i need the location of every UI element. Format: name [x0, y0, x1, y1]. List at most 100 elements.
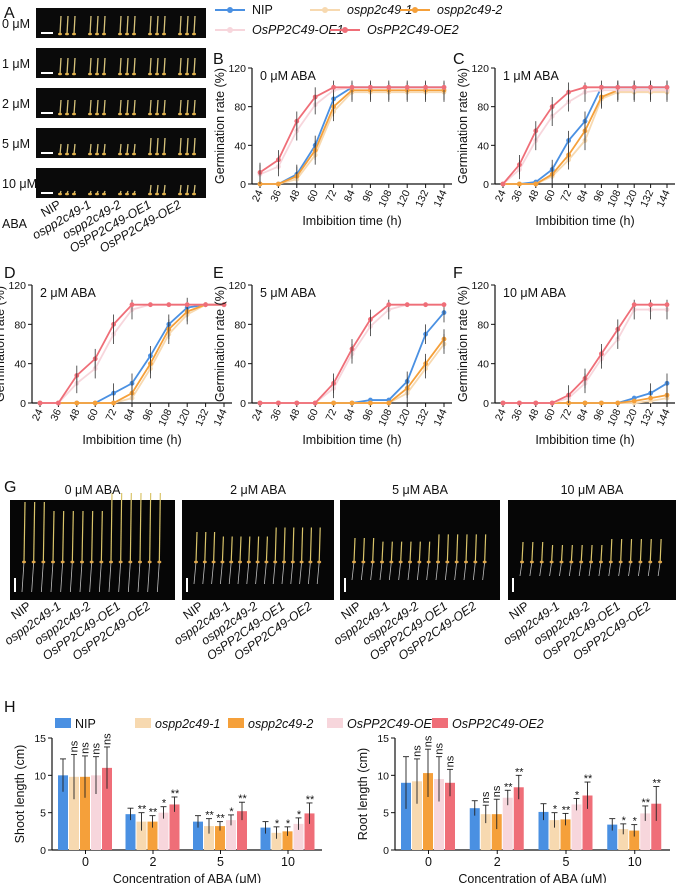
category-label: 10 [628, 855, 642, 869]
shoot [446, 534, 449, 563]
bar-ospp2c49-1 [412, 781, 422, 850]
data-point-OsPP2C49-OE2 [37, 400, 43, 406]
x-tick-label: 108 [605, 188, 623, 209]
root [472, 561, 476, 581]
panel-letter-c: C [453, 51, 465, 68]
seed [132, 72, 136, 76]
bar-OsPP2C49-OE2 [304, 813, 315, 850]
y-axis-label: Germination rate (%) [213, 68, 227, 184]
x-tick-label: 48 [526, 407, 542, 423]
legend-marker-4 [342, 27, 348, 33]
seed [65, 152, 69, 156]
root [618, 561, 622, 577]
root [360, 561, 364, 581]
bar-ospp2c49-2 [560, 819, 571, 850]
seedling [133, 143, 136, 155]
seed [65, 72, 69, 76]
seed [192, 192, 196, 196]
seed [148, 32, 152, 36]
significance-label: ** [562, 804, 571, 816]
x-tick-label: 48 [287, 407, 303, 423]
shoot [274, 527, 277, 563]
panel-letter-a: A [4, 5, 15, 22]
seed [417, 560, 422, 564]
seedling [103, 15, 106, 35]
root [79, 561, 83, 593]
shoot [158, 492, 161, 563]
significance-label: ns [91, 743, 103, 755]
data-point-OsPP2C49-OE2 [582, 84, 588, 90]
shoot [570, 544, 573, 563]
root [529, 561, 533, 577]
data-point-OsPP2C49-OE2 [349, 84, 355, 90]
seed [380, 560, 384, 564]
seed [102, 32, 106, 36]
data-point-OsPP2C49-OE2 [599, 84, 604, 90]
x-axis-label: Imbibition time (h) [302, 433, 401, 447]
y-tick-label: 120 [228, 63, 246, 75]
root [549, 561, 552, 577]
root [407, 561, 411, 581]
seedling [149, 137, 152, 155]
bar-ospp2c49-1 [69, 776, 79, 850]
h-legend-swatch-2 [228, 718, 244, 728]
seedling [59, 15, 62, 35]
x-tick-label: 72 [559, 188, 575, 204]
seedling [193, 137, 196, 155]
seed [162, 32, 166, 36]
shoot [400, 541, 403, 563]
significance-label: ns [412, 745, 424, 757]
data-point-ospp2c49-2 [615, 400, 621, 406]
y-axis-label: Germination rate (%) [0, 286, 7, 402]
significance-label: ** [504, 781, 513, 793]
seedling [186, 137, 189, 155]
y-tick-label: 0 [40, 845, 46, 857]
seed [132, 112, 136, 116]
seedling [96, 99, 99, 115]
significance-label: * [297, 809, 302, 821]
x-axis-label: Imbibition time (h) [535, 433, 634, 447]
seed [102, 72, 106, 76]
seed [194, 560, 198, 564]
root [351, 561, 355, 581]
seed [41, 560, 46, 564]
data-point-OsPP2C49-OE2 [549, 400, 555, 406]
data-point-ospp2c49-2 [276, 181, 281, 187]
y-tick-label: 40 [234, 359, 246, 371]
bar-ospp2c49-2 [215, 826, 225, 850]
seedling [193, 15, 196, 35]
seedling-photo-0 [10, 492, 175, 600]
data-point-ospp2c49-2 [92, 400, 98, 406]
shoot [292, 527, 295, 563]
root [98, 561, 102, 593]
seed [185, 72, 189, 76]
root [147, 561, 151, 593]
seed [454, 560, 459, 564]
x-tick-label: 72 [559, 407, 575, 423]
category-label: 5 [563, 855, 570, 869]
shoot [239, 536, 242, 563]
shoot [541, 541, 544, 563]
x-tick-label: 120 [622, 407, 640, 428]
h-legend-label-4: OsPP2C49-OE2 [452, 717, 544, 731]
y-axis-label: Shoot length (cm) [13, 745, 27, 844]
x-axis-label: Imbibition time (h) [82, 433, 181, 447]
photo-title-0: 0 μM ABA [65, 483, 121, 497]
seedling [133, 57, 136, 75]
shoot [649, 538, 652, 563]
significance-label: ** [641, 797, 650, 809]
seed [352, 560, 356, 564]
seed [638, 560, 643, 564]
y-tick-label: 0 [483, 398, 489, 410]
seedling [163, 57, 166, 75]
seed [88, 112, 92, 116]
seed [89, 560, 94, 564]
root [60, 561, 64, 593]
bar-NIP [401, 782, 411, 850]
data-point-OsPP2C49-OE2 [631, 84, 637, 90]
shoot [195, 531, 198, 563]
seedling [149, 15, 152, 35]
